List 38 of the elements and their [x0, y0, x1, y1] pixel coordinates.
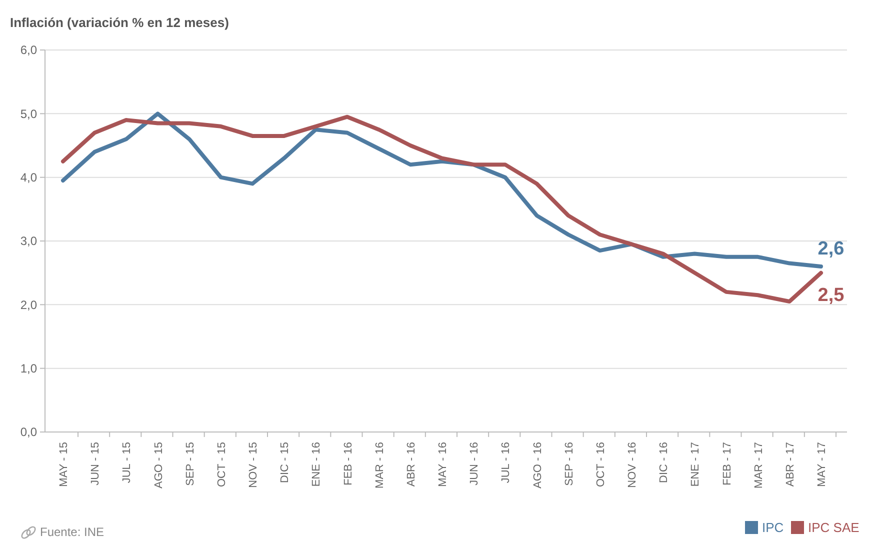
x-tick-label: OCT - 15	[216, 442, 228, 488]
x-tick-label: ABR - 16	[405, 442, 418, 487]
y-tick-label: 0,0	[20, 425, 38, 440]
data-label: 2,6	[818, 238, 844, 260]
y-tick-label: 5,0	[20, 106, 38, 121]
x-tick-label: MAR - 16	[374, 442, 386, 488]
x-tick-label: JUN - 16	[468, 442, 481, 486]
x-tick-label: OCT - 16	[594, 442, 607, 488]
y-tick-label: 3,0	[20, 234, 38, 248]
x-tick-label: MAY - 15	[58, 442, 70, 487]
x-tick-label: SEP - 16	[563, 442, 576, 486]
x-tick-label: FEB - 17	[721, 442, 734, 486]
x-tick-label: AGO - 15	[152, 442, 165, 488]
source-note: Fuente: INE	[40, 525, 104, 539]
x-tick-label: MAR - 17	[752, 442, 765, 488]
x-tick-label: FEB - 16	[342, 442, 354, 486]
y-tick-label: 2,0	[20, 298, 38, 312]
x-tick-label: ENE - 16	[310, 442, 323, 487]
x-tick-label: JUL - 16	[500, 442, 512, 484]
x-tick-label: DIC - 15	[279, 442, 292, 483]
x-tick-label: JUL - 15	[121, 442, 134, 484]
x-tick-label: MAY - 17	[816, 442, 828, 487]
y-tick-label: 1,0	[20, 362, 38, 376]
legend-label: IPC	[762, 520, 784, 535]
x-tick-label: MAY - 16	[437, 442, 449, 487]
y-tick-label: 4,0	[20, 170, 38, 185]
x-tick-label: DIC - 16	[658, 442, 670, 483]
data-label: 2,5	[818, 284, 845, 306]
chart-title: Inflación (variación % en 12 meses)	[10, 15, 229, 30]
x-tick-label: NOV - 15	[248, 442, 260, 488]
y-tick-label: 6,0	[20, 43, 38, 58]
x-tick-label: ABR - 17	[784, 442, 796, 487]
x-tick-label: SEP - 15	[184, 442, 196, 486]
x-tick-label: ENE - 17	[690, 442, 702, 487]
x-tick-label: AGO - 16	[532, 442, 544, 488]
legend-label: IPC SAE	[808, 520, 860, 535]
x-tick-label: JUN - 15	[90, 442, 102, 486]
x-tick-label: NOV - 16	[626, 442, 638, 488]
